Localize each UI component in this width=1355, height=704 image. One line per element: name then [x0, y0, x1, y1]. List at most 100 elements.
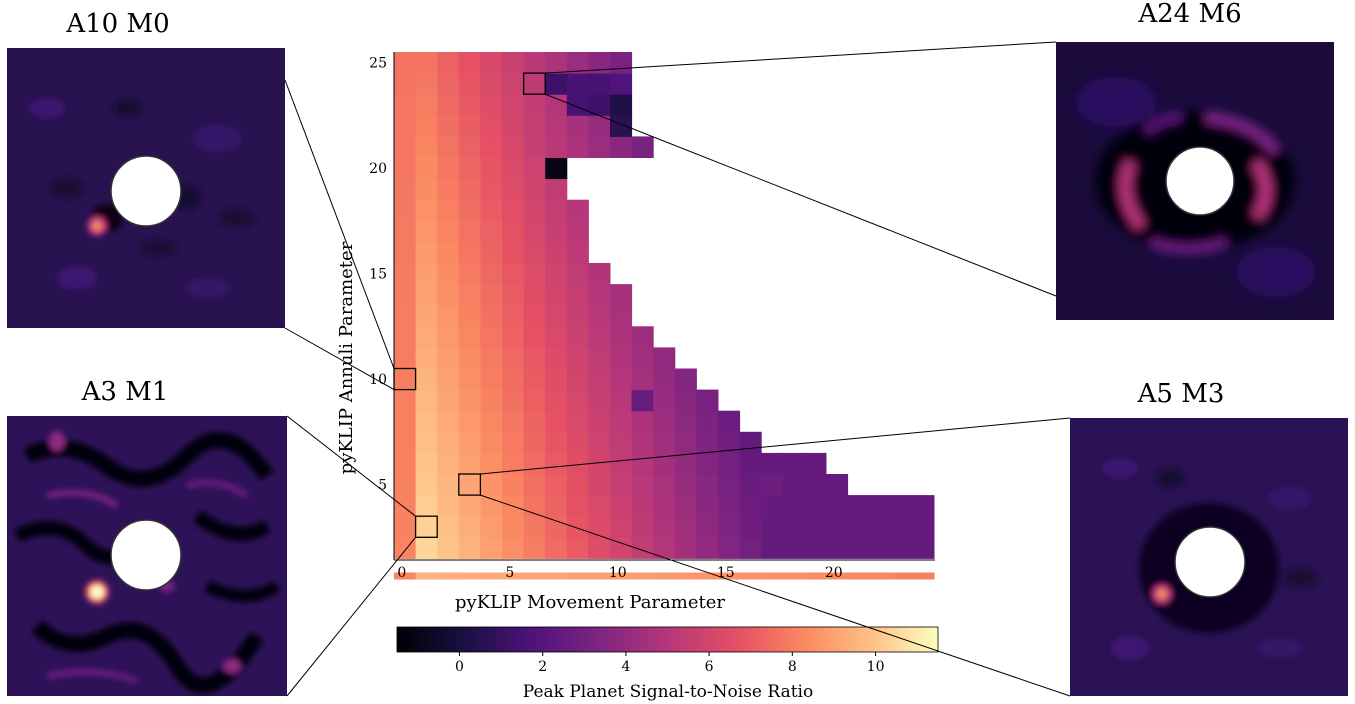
heatmap-cell	[480, 136, 503, 158]
heatmap-cell	[566, 263, 589, 285]
highlight-box	[393, 367, 417, 391]
heatmap-cell	[415, 178, 438, 201]
heatmap-cell	[588, 389, 611, 412]
heatmap-cell	[394, 284, 417, 306]
heatmap-cell	[869, 572, 892, 580]
heatmap-cell	[437, 572, 460, 580]
heatmap-cell	[502, 572, 525, 580]
heatmap-cell	[610, 115, 633, 137]
heatmap-cell	[523, 410, 546, 433]
heatmap-cell	[588, 537, 611, 559]
heatmap-cell	[631, 516, 654, 538]
connector-line	[284, 79, 395, 369]
heatmap-cell	[826, 572, 849, 580]
heatmap-cell	[804, 452, 827, 475]
heatmap-cell	[458, 241, 481, 264]
heatmap-cell	[545, 136, 568, 158]
heatmap-cell	[502, 157, 525, 180]
heatmap-cell	[523, 431, 546, 454]
heatmap-cell	[523, 241, 546, 264]
highlight-box	[458, 473, 482, 496]
heatmap-cell	[696, 537, 719, 559]
heatmap-cell	[631, 347, 654, 369]
heatmap-cell	[394, 263, 417, 285]
heatmap-cell	[480, 73, 503, 95]
heatmap-cell	[394, 52, 417, 74]
connector-line	[284, 327, 395, 391]
heatmap-cell	[458, 516, 481, 538]
heatmap-cell	[545, 572, 568, 580]
heatmap-cell	[437, 220, 460, 243]
heatmap-cell	[653, 452, 676, 475]
heatmap-cell	[566, 305, 589, 327]
heatmap-cell	[610, 572, 633, 580]
heatmap-cell	[761, 495, 784, 517]
heatmap-cell	[415, 73, 438, 95]
heatmap-cell	[739, 537, 762, 559]
heatmap-cell	[610, 368, 633, 391]
heatmap-cell	[631, 537, 654, 559]
panel-a3m1-title: A3 M1	[81, 377, 169, 407]
heatmap-cell	[480, 326, 503, 348]
heatmap-cell	[718, 537, 741, 559]
y-tick-label: 15	[369, 267, 387, 283]
heatmap-cell	[545, 537, 568, 559]
heatmap-cell	[804, 495, 827, 517]
heatmap-cell	[610, 537, 633, 559]
heatmap-cell	[631, 474, 654, 496]
panel-a5m3-image	[1070, 418, 1348, 696]
heatmap-cell	[545, 52, 568, 74]
heatmap-cell	[502, 305, 525, 327]
heatmap-cell	[502, 452, 525, 475]
heatmap-cell	[523, 516, 546, 538]
heatmap-cell	[523, 199, 546, 222]
heatmap-cell	[782, 495, 805, 517]
heatmap-cell	[437, 284, 460, 306]
heatmap-cell	[415, 241, 438, 264]
heatmap-cell	[502, 326, 525, 348]
heatmap-cell	[610, 516, 633, 538]
heatmap-cell	[415, 452, 438, 475]
heatmap-cell	[588, 115, 611, 137]
heatmap-cell	[458, 368, 481, 391]
heatmap-cell	[415, 199, 438, 222]
heatmap-cell	[502, 431, 525, 454]
heatmap-cell	[415, 572, 438, 580]
heatmap-cell	[394, 199, 417, 222]
heatmap-cell	[415, 495, 438, 517]
heatmap-cell	[566, 516, 589, 538]
heatmap-cell	[480, 537, 503, 559]
heatmap-cell	[588, 431, 611, 454]
heatmap-cell	[502, 474, 525, 496]
heatmap-cell	[545, 94, 568, 116]
heatmap-cell	[523, 326, 546, 348]
colorbar-tick-label: 8	[788, 659, 797, 675]
heatmap-cell	[415, 94, 438, 116]
heatmap-cell	[631, 495, 654, 517]
heatmap-cell	[523, 115, 546, 137]
connector-line	[480, 494, 1071, 697]
heatmap-cell	[458, 263, 481, 285]
connector-line	[480, 417, 1071, 475]
heatmap-cell	[502, 94, 525, 116]
heatmap-cell	[480, 178, 503, 201]
heatmap-cell	[545, 157, 568, 180]
heatmap-cell	[458, 572, 481, 580]
heatmap-cell	[588, 495, 611, 517]
heatmap-cell	[545, 347, 568, 369]
heatmap-cell	[804, 516, 827, 538]
heatmap-cell	[674, 474, 697, 496]
heatmap-cell	[545, 199, 568, 222]
heatmap-cell	[566, 136, 589, 158]
heatmap-cell	[437, 52, 460, 74]
heatmap-cell	[437, 474, 460, 496]
heatmap-cell	[631, 410, 654, 433]
heatmap-cell	[458, 389, 481, 412]
heatmap-cell	[394, 241, 417, 264]
heatmap-cell	[912, 495, 935, 517]
heatmap-cell	[696, 516, 719, 538]
heatmap-cell	[782, 572, 805, 580]
heatmap-cell	[545, 410, 568, 433]
heatmap-cell	[653, 516, 676, 538]
heatmap-cell	[869, 516, 892, 538]
